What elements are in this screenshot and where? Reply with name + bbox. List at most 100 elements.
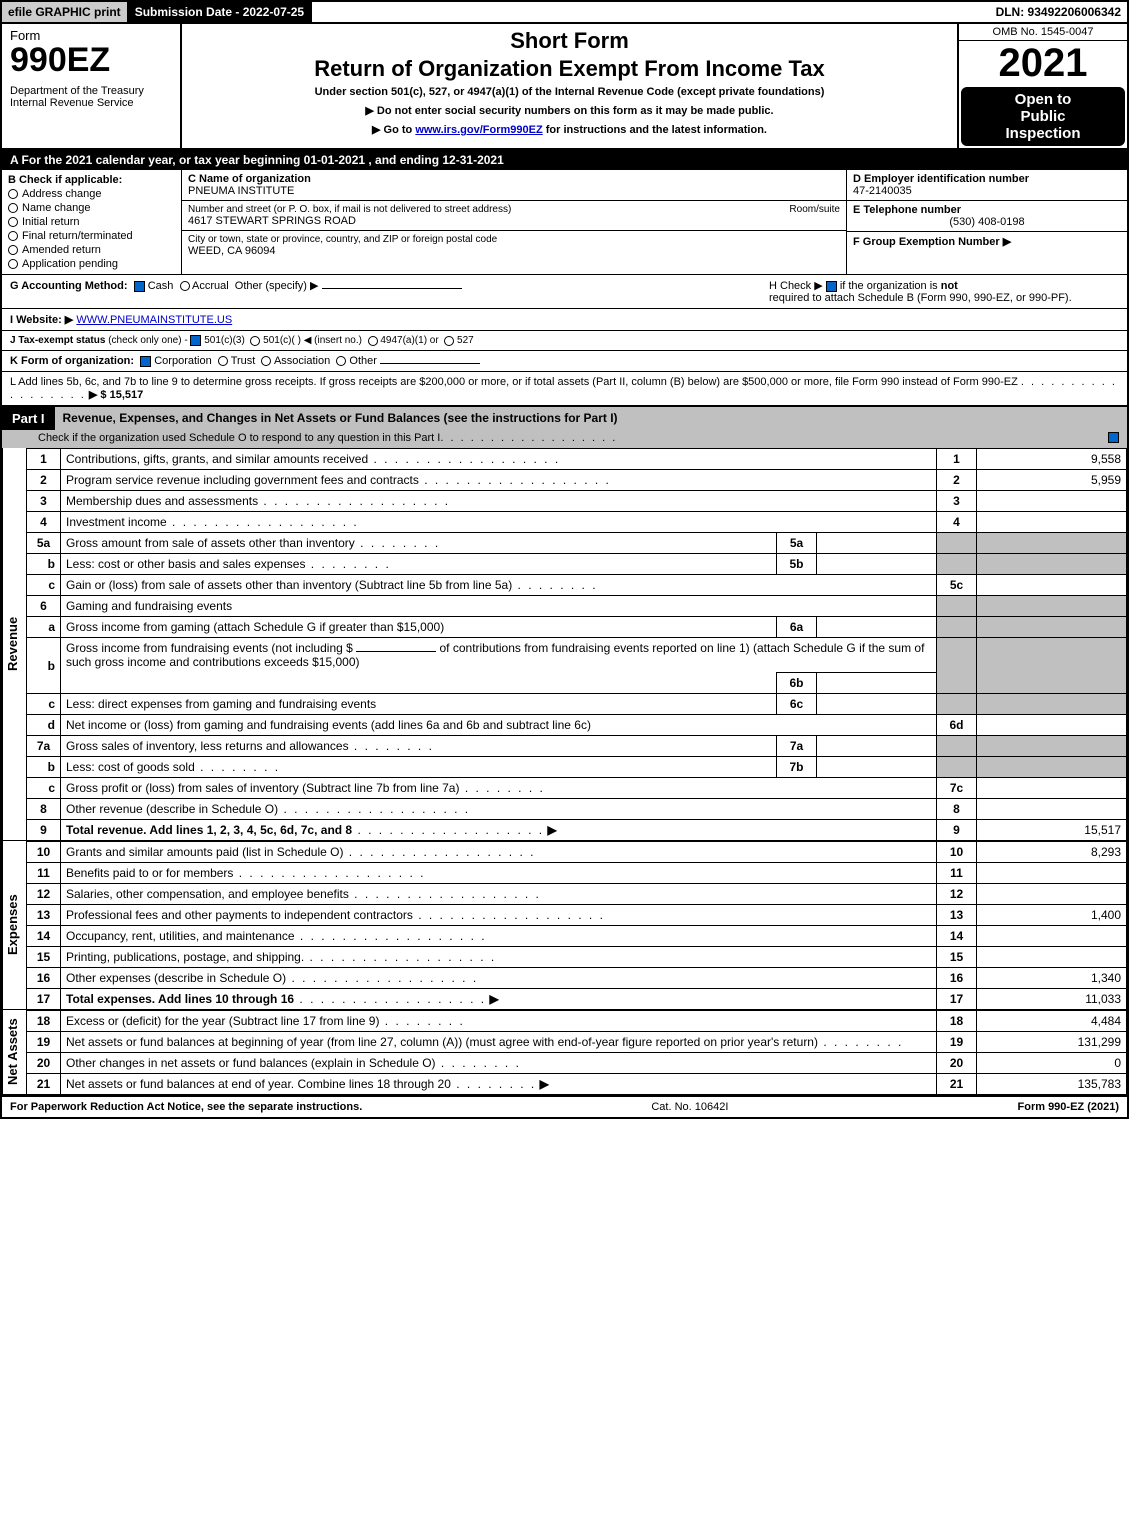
line-desc: Net assets or fund balances at end of ye… (61, 1074, 937, 1095)
checkbox-schedule-o-icon[interactable] (1108, 432, 1119, 443)
mini-val (817, 757, 937, 778)
row-k-inner: K Form of organization: Corporation Trus… (10, 355, 1119, 367)
header-left: Form 990EZ Department of the Treasury In… (2, 24, 182, 148)
line-text: Contributions, gifts, grants, and simila… (66, 452, 368, 466)
line-rval (977, 512, 1127, 533)
line-rnum: 12 (937, 884, 977, 905)
g-cash: Cash (148, 280, 174, 292)
form-990ez-page: efile GRAPHIC print Submission Date - 20… (0, 0, 1129, 1119)
dots-icon (286, 971, 478, 985)
checkbox-h-icon[interactable] (826, 281, 837, 292)
irs-link[interactable]: www.irs.gov/Form990EZ (415, 124, 542, 136)
dots-icon (349, 887, 541, 901)
g-other-blank[interactable] (322, 288, 462, 289)
part-i-subtitle: Check if the organization used Schedule … (2, 430, 1127, 448)
section-b-to-f: B Check if applicable: Address change Na… (2, 170, 1127, 275)
cb-name-change[interactable]: Name change (8, 202, 175, 214)
instructions-line: ▶ Go to www.irs.gov/Form990EZ for instru… (192, 123, 947, 136)
checkbox-trust-icon[interactable] (218, 356, 228, 366)
line-num: 19 (27, 1032, 61, 1053)
phone-value: (530) 408-0198 (853, 216, 1121, 228)
open-line3: Inspection (967, 125, 1119, 142)
line-desc: Net assets or fund balances at beginning… (61, 1032, 937, 1053)
g-other: Other (specify) ▶ (235, 280, 319, 292)
org-city-cell: City or town, state or province, country… (182, 231, 846, 260)
checkbox-other-icon[interactable] (336, 356, 346, 366)
line-rnum: 7c (937, 778, 977, 799)
k-corp: Corporation (154, 355, 211, 367)
mini-val (817, 673, 937, 694)
website-link[interactable]: WWW.PNEUMAINSTITUTE.US (76, 314, 232, 326)
footer-form-num: 990-EZ (1048, 1101, 1084, 1113)
blank-amount[interactable] (356, 651, 436, 652)
line-desc: Less: cost of goods sold (61, 757, 777, 778)
line-num: 20 (27, 1053, 61, 1074)
checkbox-501c3-icon[interactable] (190, 335, 201, 346)
box-b: B Check if applicable: Address change Na… (2, 170, 182, 274)
checkbox-4947-icon[interactable] (368, 336, 378, 346)
cb-label: Name change (22, 202, 91, 214)
grey-cell (937, 533, 977, 554)
dots-icon (304, 950, 496, 964)
cb-application-pending[interactable]: Application pending (8, 258, 175, 270)
checkbox-cash-icon[interactable] (134, 281, 145, 292)
line-7a: 7aGross sales of inventory, less returns… (27, 736, 1127, 757)
goto-suffix: for instructions and the latest informat… (543, 124, 767, 136)
org-city-label: City or town, state or province, country… (188, 234, 840, 245)
line-7c: cGross profit or (loss) from sales of in… (27, 778, 1127, 799)
line-desc: Less: cost or other basis and sales expe… (61, 554, 777, 575)
cb-amended-return[interactable]: Amended return (8, 244, 175, 256)
mini-num: 5b (777, 554, 817, 575)
row-i: I Website: ▶ WWW.PNEUMAINSTITUTE.US (2, 309, 1127, 331)
line-5a: 5aGross amount from sale of assets other… (27, 533, 1127, 554)
line-num: 15 (27, 947, 61, 968)
line-desc: Total expenses. Add lines 10 through 16 … (61, 989, 937, 1010)
open-line1: Open to (967, 91, 1119, 108)
h-not: not (941, 280, 958, 292)
line-text: Total revenue. Add lines 1, 2, 3, 4, 5c,… (66, 823, 352, 837)
grey-cell (977, 757, 1127, 778)
line-5c: cGain or (loss) from sale of assets othe… (27, 575, 1127, 596)
checkbox-corp-icon[interactable] (140, 356, 151, 367)
line-10: 10Grants and similar amounts paid (list … (27, 842, 1127, 863)
header-right: OMB No. 1545-0047 2021 Open to Public In… (957, 24, 1127, 148)
cb-final-return[interactable]: Final return/terminated (8, 230, 175, 242)
line-rnum: 4 (937, 512, 977, 533)
line-text: Less: cost of goods sold (66, 760, 195, 774)
room-suite-label: Room/suite (789, 204, 840, 215)
line-desc: Printing, publications, postage, and shi… (61, 947, 937, 968)
website-label: I Website: ▶ (10, 314, 73, 326)
cb-address-change[interactable]: Address change (8, 188, 175, 200)
line-num: c (27, 694, 61, 715)
line-desc: Contributions, gifts, grants, and simila… (61, 449, 937, 470)
line-6a: aGross income from gaming (attach Schedu… (27, 617, 1127, 638)
dots-icon (355, 536, 440, 550)
checkbox-527-icon[interactable] (444, 336, 454, 346)
cb-initial-return[interactable]: Initial return (8, 216, 175, 228)
line-rnum: 3 (937, 491, 977, 512)
line-text: Net assets or fund balances at end of ye… (66, 1077, 451, 1091)
line-num: 3 (27, 491, 61, 512)
line-text: Gross sales of inventory, less returns a… (66, 739, 349, 753)
line-num: 16 (27, 968, 61, 989)
checkbox-assoc-icon[interactable] (261, 356, 271, 366)
efile-print-button[interactable]: efile GRAPHIC print (2, 2, 129, 22)
checkbox-501c-icon[interactable] (250, 336, 260, 346)
k-other-blank[interactable] (380, 363, 480, 364)
dots-icon (440, 432, 617, 444)
line-rval: 15,517 (977, 820, 1127, 841)
line-text: Less: cost or other basis and sales expe… (66, 557, 305, 571)
line-desc: Professional fees and other payments to … (61, 905, 937, 926)
line-6d: dNet income or (loss) from gaming and fu… (27, 715, 1127, 736)
org-address-label: Number and street (or P. O. box, if mail… (188, 204, 840, 215)
part-i-sub-text: Check if the organization used Schedule … (38, 432, 440, 444)
dots-icon (195, 760, 280, 774)
checkbox-accrual-icon[interactable] (180, 281, 190, 291)
j-label: J Tax-exempt status (10, 335, 105, 346)
dots-icon (233, 866, 425, 880)
box-f: F Group Exemption Number ▶ (847, 232, 1127, 251)
line-rnum: 2 (937, 470, 977, 491)
line-rnum: 16 (937, 968, 977, 989)
dots-icon (436, 1056, 521, 1070)
cb-label: Address change (22, 188, 102, 200)
